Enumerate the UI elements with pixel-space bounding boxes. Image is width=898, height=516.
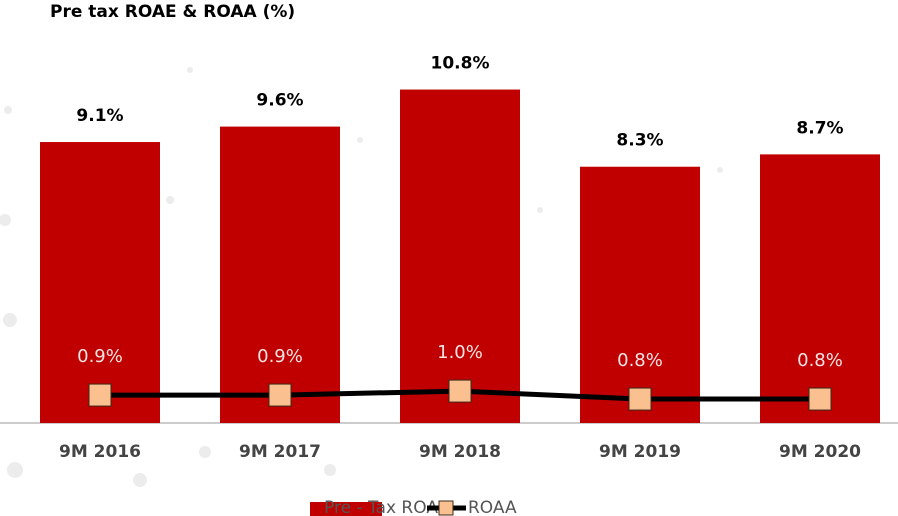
x-tick-label: 9M 2019 [599, 442, 681, 462]
line-value-label: 1.0% [437, 342, 483, 363]
line-value-label: 0.9% [77, 346, 123, 367]
legend-label: Pre - Tax ROAE [324, 498, 449, 516]
line-value-label: 0.8% [797, 350, 843, 371]
roaa-marker [448, 379, 472, 403]
legend-label: ROAA [468, 498, 517, 516]
legend-swatch [310, 502, 382, 516]
line-value-label: 0.8% [617, 350, 663, 371]
background-dots [0, 67, 723, 487]
line-value-label: 0.9% [257, 346, 303, 367]
chart-title: Pre tax ROAE & ROAA (%) [50, 2, 295, 22]
bar [400, 89, 520, 423]
bar [580, 166, 700, 423]
bar-value-label: 9.6% [256, 91, 303, 111]
legend-marker [438, 500, 454, 516]
bar [40, 142, 160, 424]
x-tick-label: 9M 2018 [419, 442, 501, 462]
roaa-marker [808, 387, 832, 411]
bar-value-label: 8.3% [616, 131, 663, 151]
bar [760, 154, 880, 423]
bar-value-label: 8.7% [796, 118, 843, 138]
roaa-marker [628, 387, 652, 411]
x-tick-label: 9M 2020 [779, 442, 861, 462]
roaa-marker [88, 383, 112, 407]
x-tick-label: 9M 2017 [239, 442, 321, 462]
x-tick-label: 9M 2016 [59, 442, 141, 462]
bar-value-label: 10.8% [431, 54, 490, 74]
bar-value-label: 9.1% [76, 106, 123, 126]
bar [220, 126, 340, 423]
roaa-marker [268, 383, 292, 407]
